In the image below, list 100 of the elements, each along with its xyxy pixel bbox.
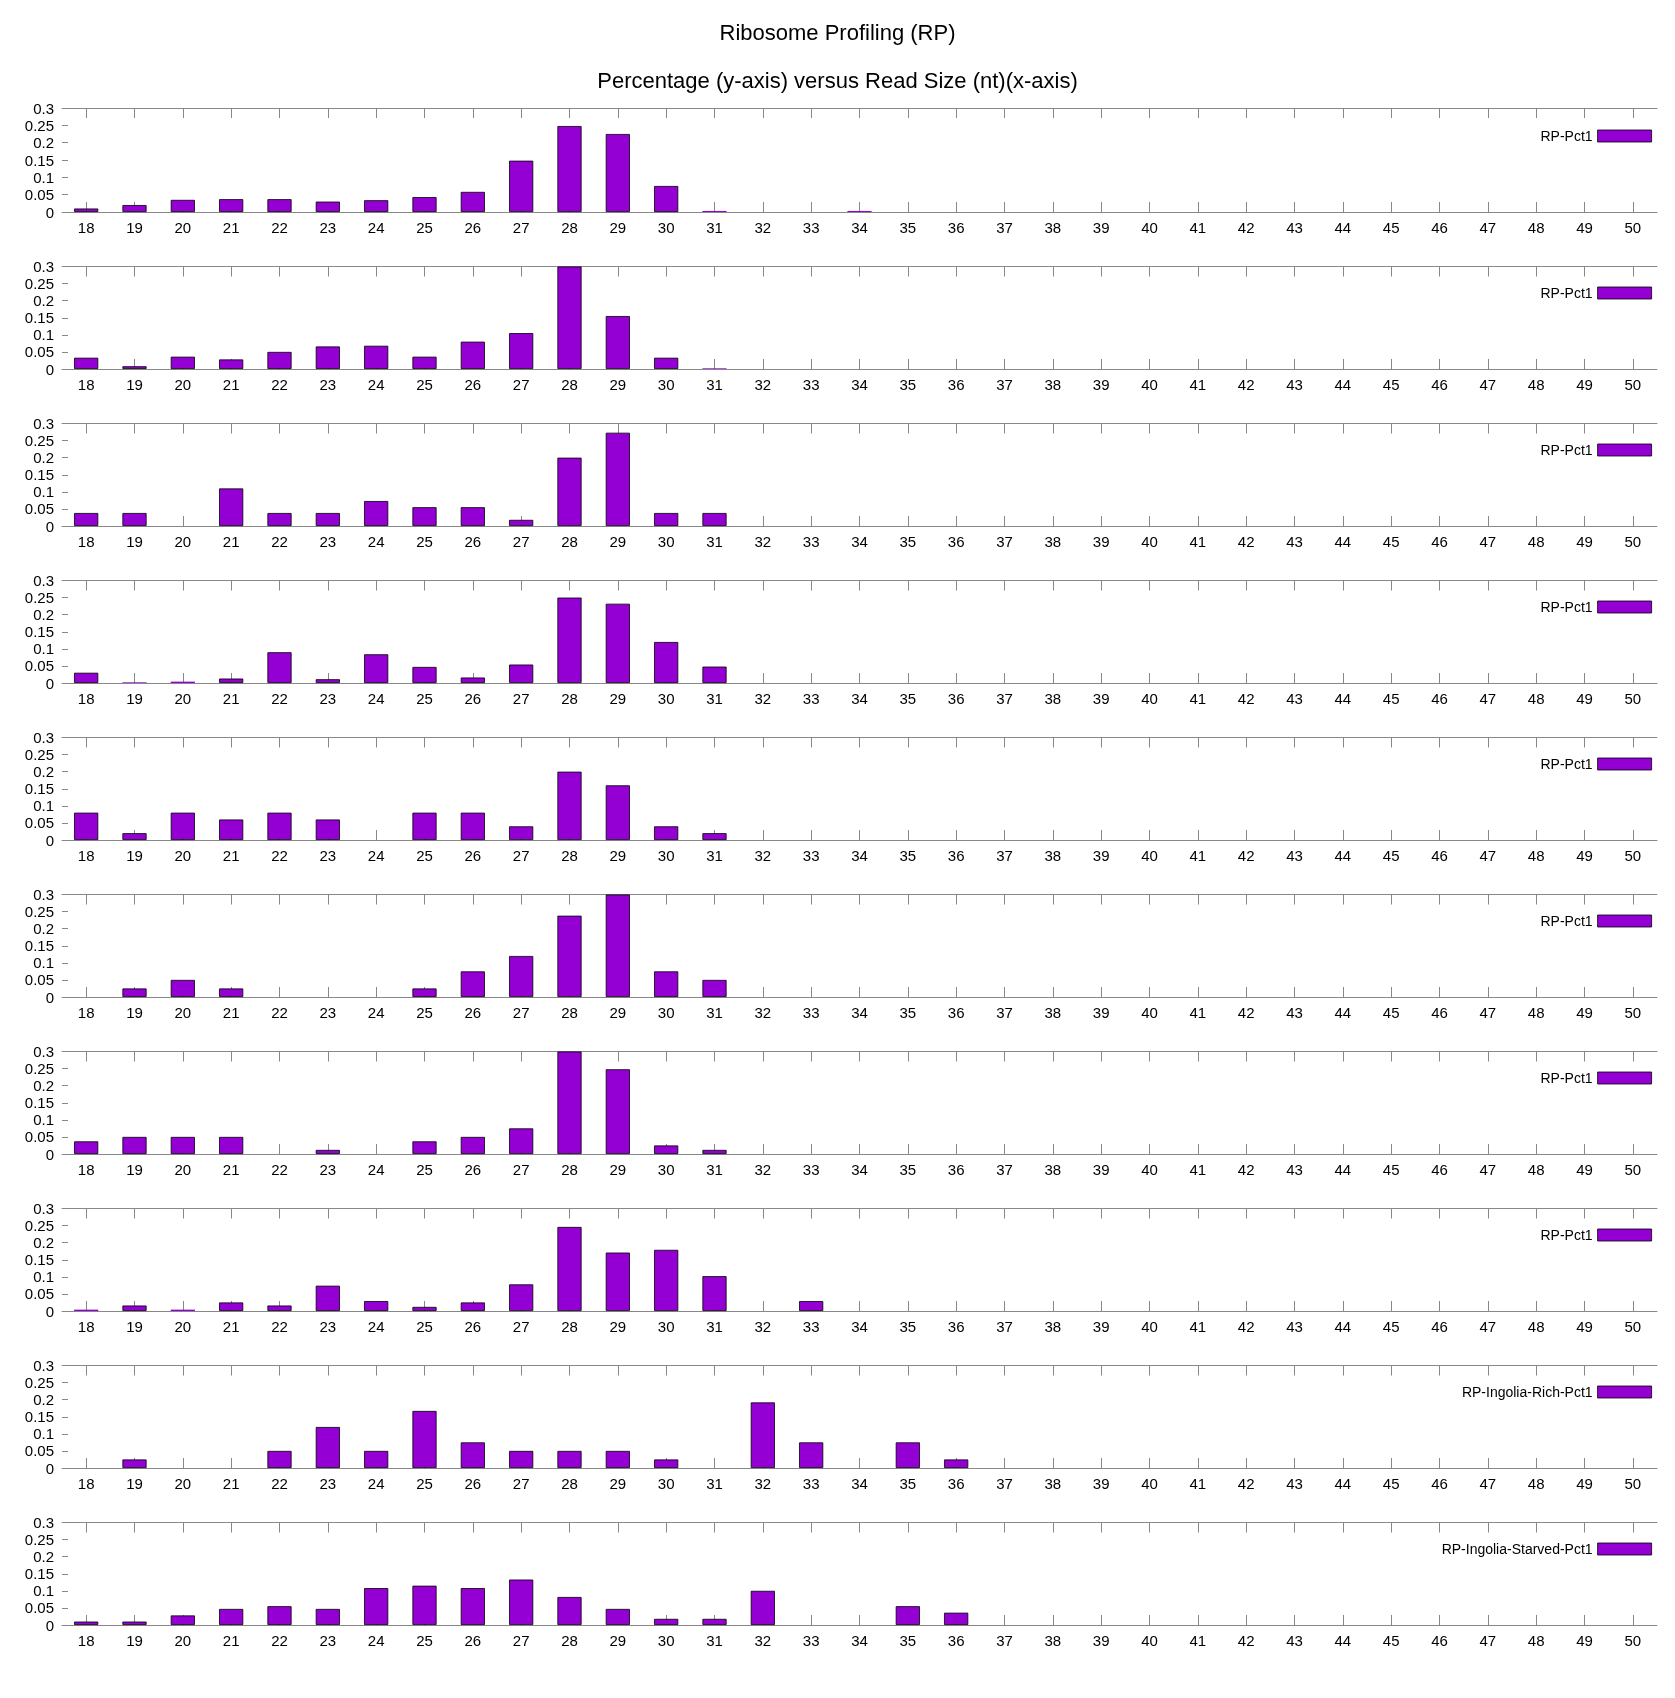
x-tick-label: 34 (851, 847, 868, 864)
bar (219, 199, 244, 212)
x-tick-label: 35 (899, 376, 917, 393)
x-tick-label: 39 (1092, 376, 1110, 393)
x-tick-label: 19 (126, 376, 143, 393)
bar (74, 1141, 99, 1154)
x-tick-label: 28 (561, 1004, 578, 1021)
x-tick-label: 24 (367, 219, 385, 236)
x-tick-label: 43 (1286, 1004, 1303, 1021)
y-tick-label: 0.2 (33, 1234, 54, 1252)
bar (509, 333, 534, 369)
x-tick-label: 27 (512, 1161, 530, 1178)
x-tick-label: 18 (77, 1004, 95, 1021)
y-tick-label: 0.3 (33, 886, 54, 903)
x-tick-label: 41 (1189, 1004, 1207, 1021)
bar (412, 666, 437, 683)
x-tick-label: 21 (222, 219, 240, 236)
x-tick-label: 29 (609, 533, 627, 550)
x-tick-label: 22 (271, 690, 288, 707)
x-tick-label: 50 (1624, 219, 1642, 236)
x-tick-label: 22 (271, 376, 288, 393)
x-tick-label: 26 (464, 1318, 482, 1335)
x-tick-label: 46 (1431, 690, 1448, 707)
bar (267, 812, 292, 840)
bar (170, 979, 195, 997)
bar (509, 826, 534, 840)
x-tick-label: 26 (464, 1004, 482, 1021)
bar (605, 1608, 630, 1625)
x-tick-label: 44 (1334, 219, 1352, 236)
bar (364, 501, 389, 526)
bar (799, 1301, 824, 1311)
x-tick-label: 47 (1479, 690, 1497, 707)
x-tick-label: 40 (1141, 1161, 1158, 1178)
bar (364, 345, 389, 369)
x-tick-label: 34 (851, 376, 868, 393)
x-tick-label: 42 (1237, 1632, 1255, 1649)
x-tick-label: 46 (1431, 219, 1448, 236)
bar (509, 1284, 534, 1311)
bar (605, 1252, 630, 1311)
x-tick-label: 26 (464, 1475, 482, 1492)
x-tick-label: 48 (1527, 533, 1545, 550)
x-tick-label: 26 (464, 1632, 482, 1649)
x-tick-label: 29 (609, 219, 627, 236)
x-tick-label: 31 (706, 219, 723, 236)
x-tick-label: 29 (609, 690, 627, 707)
bar (315, 1149, 340, 1154)
bar (74, 812, 99, 840)
x-tick-label: 27 (512, 1004, 530, 1021)
x-tick-label: 37 (996, 1161, 1013, 1178)
x-tick-label: 25 (416, 847, 433, 864)
bar (509, 1450, 534, 1468)
x-tick-label: 29 (609, 1004, 627, 1021)
x-tick-label: 22 (271, 1161, 288, 1178)
x-tick-label: 30 (657, 1004, 675, 1021)
x-tick-label: 34 (851, 1004, 868, 1021)
x-tick-label: 46 (1431, 1161, 1448, 1178)
x-tick-label: 42 (1237, 847, 1255, 864)
bar (315, 1608, 340, 1625)
x-tick-label: 30 (657, 847, 675, 864)
bar (315, 1427, 340, 1468)
x-tick-label: 32 (754, 533, 772, 550)
x-tick-label: 37 (996, 1632, 1013, 1649)
x-tick-label: 39 (1092, 533, 1110, 550)
bar (219, 678, 244, 683)
x-tick-label: 48 (1527, 690, 1545, 707)
legend-label: RP-Pct1 (1540, 756, 1593, 772)
x-tick-label: 21 (222, 1632, 240, 1649)
x-tick-label: 45 (1382, 219, 1400, 236)
y-tick-label: 0.1 (33, 1268, 54, 1286)
x-tick-label: 26 (464, 847, 482, 864)
x-tick-label: 42 (1237, 1475, 1255, 1492)
bar (122, 513, 147, 526)
bar (364, 1301, 389, 1311)
bar (557, 1226, 582, 1311)
x-tick-label: 33 (802, 219, 820, 236)
x-tick-label: 46 (1431, 847, 1448, 864)
y-tick-label: 0.05 (24, 343, 54, 361)
bar (315, 819, 340, 840)
x-tick-label: 25 (416, 690, 433, 707)
x-tick-label: 43 (1286, 690, 1303, 707)
bar (364, 1588, 389, 1625)
x-tick-label: 24 (367, 1632, 385, 1649)
bar (460, 812, 485, 840)
x-tick-label: 18 (77, 1318, 95, 1335)
y-tick-label: 0.3 (33, 1200, 54, 1217)
x-tick-label: 25 (416, 1475, 433, 1492)
bar (74, 672, 99, 683)
x-tick-label: 31 (706, 1632, 723, 1649)
x-tick-label: 32 (754, 847, 772, 864)
x-tick-label: 47 (1479, 533, 1497, 550)
bar (460, 191, 485, 212)
x-tick-label: 32 (754, 1004, 772, 1021)
y-tick-label: 0 (45, 1145, 54, 1163)
x-tick-label: 49 (1576, 847, 1593, 864)
x-tick-label: 38 (1044, 847, 1062, 864)
bar (654, 186, 679, 212)
y-tick-label: 0.15 (24, 1408, 54, 1426)
x-tick-label: 34 (851, 690, 868, 707)
x-tick-label: 23 (319, 533, 337, 550)
bar (654, 1459, 679, 1468)
